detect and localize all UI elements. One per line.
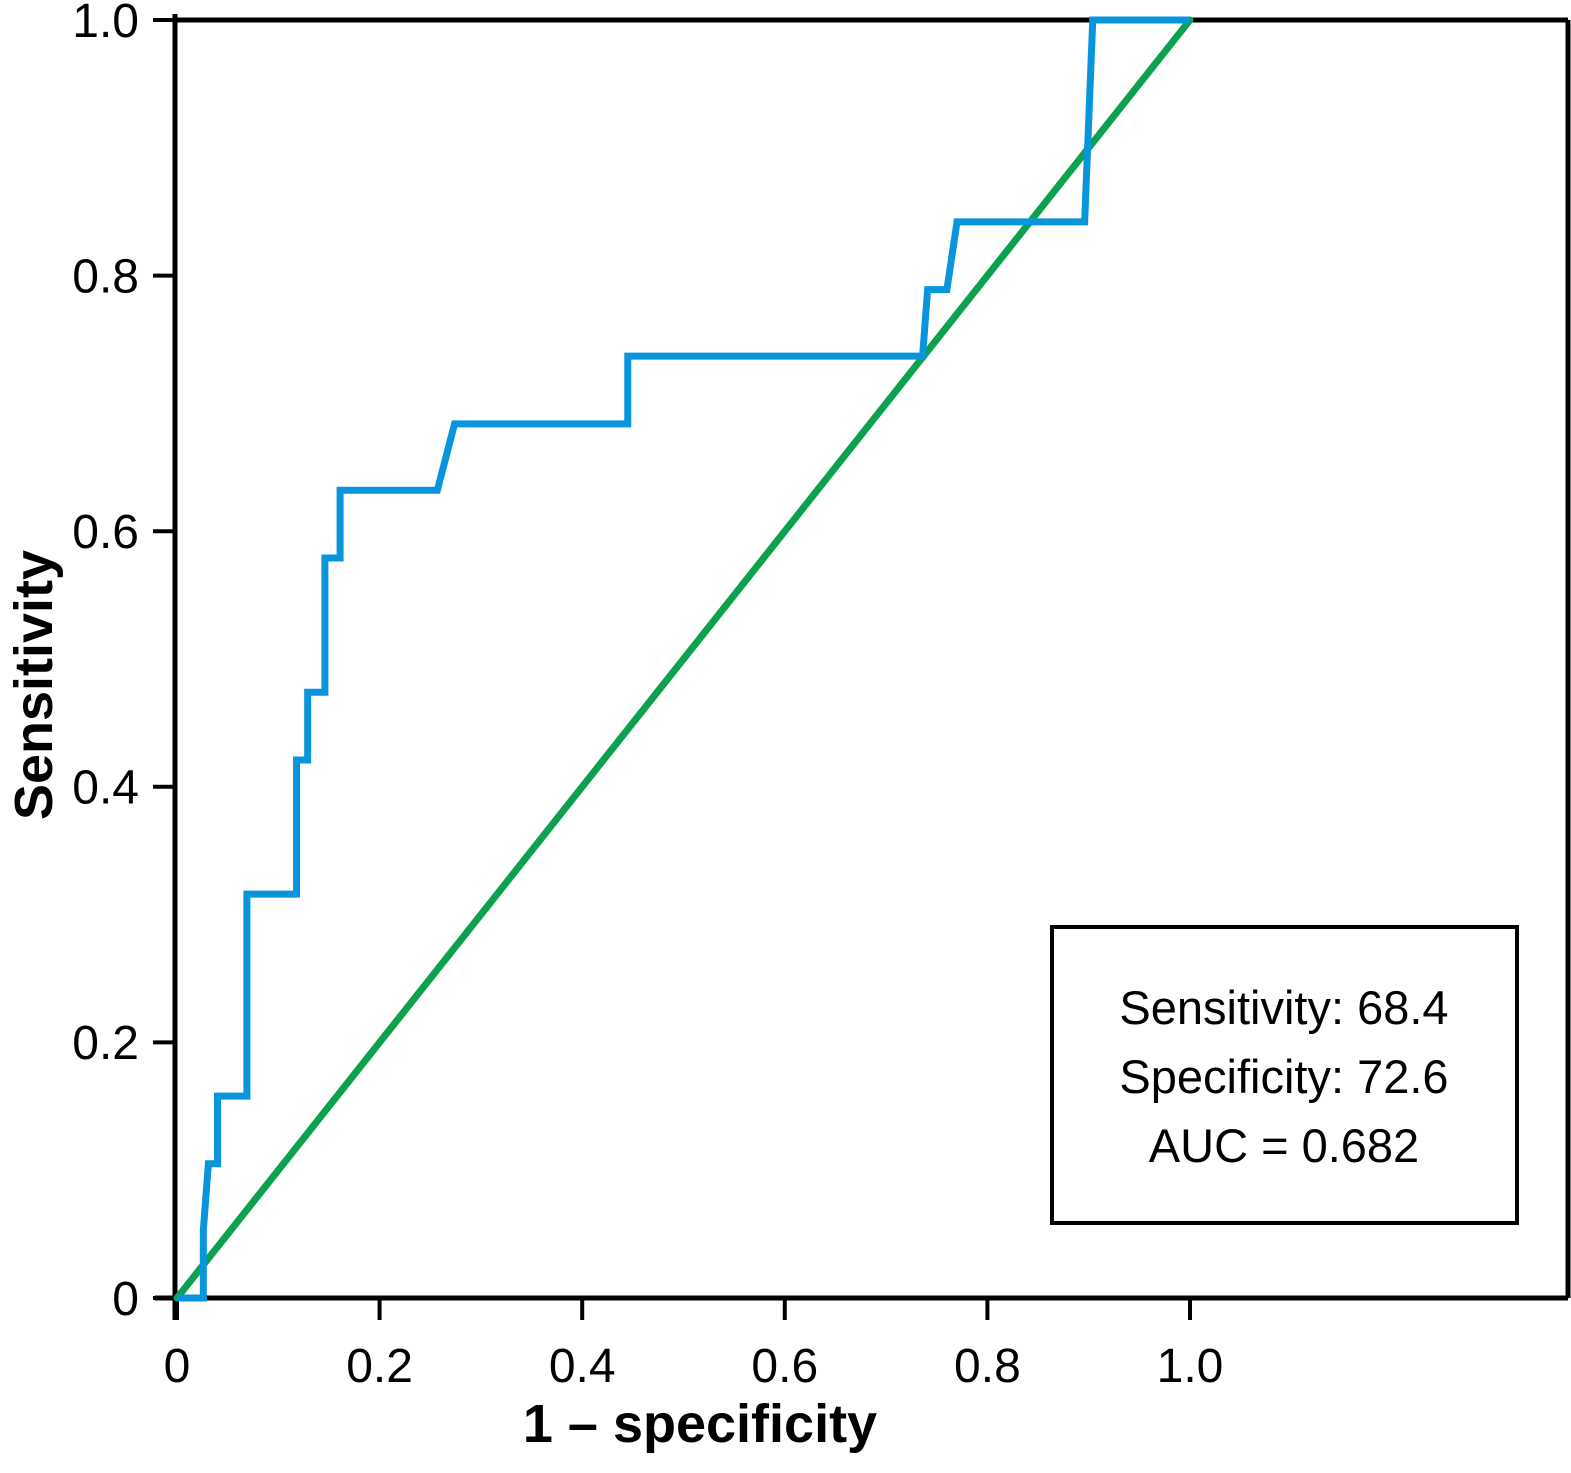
- x-tick-label: 0.4: [549, 1340, 616, 1393]
- roc-curve-line: [177, 16, 1190, 1302]
- x-tick-label: 0.6: [751, 1340, 818, 1393]
- y-tick-label: 1.0: [72, 0, 139, 48]
- x-tick-label: 1.0: [1157, 1340, 1224, 1393]
- x-tick-label: 0: [164, 1340, 191, 1393]
- y-axis-title: Sensitivity: [4, 550, 64, 820]
- y-tick-label: 0: [112, 1273, 139, 1326]
- x-axis-title: 1 – specificity: [523, 1394, 877, 1454]
- annotation-auc: AUC = 0.682: [1149, 1119, 1419, 1172]
- plot-frame: [155, 14, 1571, 1320]
- y-tick-label: 0.8: [72, 250, 139, 303]
- y-axis-ticks: 0 0.2 0.4 0.6 0.8 1.0: [72, 0, 175, 1326]
- y-tick-label: 0.6: [72, 506, 139, 559]
- y-tick-label: 0.2: [72, 1017, 139, 1070]
- annotation-specificity: Specificity: 72.6: [1119, 1050, 1448, 1103]
- annotation-sensitivity: Sensitivity: 68.4: [1119, 981, 1448, 1034]
- x-tick-label: 0.8: [954, 1340, 1021, 1393]
- annotation-box: Sensitivity: 68.4 Specificity: 72.6 AUC …: [1050, 925, 1519, 1225]
- y-tick-label: 0.4: [72, 762, 139, 815]
- reference-diagonal-line: [173, 16, 1194, 1302]
- x-tick-label: 0.2: [346, 1340, 413, 1393]
- annotation-box-border: [1050, 925, 1519, 1225]
- x-axis-ticks: 0 0.2 0.4 0.6 0.8 1.0: [164, 1298, 1224, 1393]
